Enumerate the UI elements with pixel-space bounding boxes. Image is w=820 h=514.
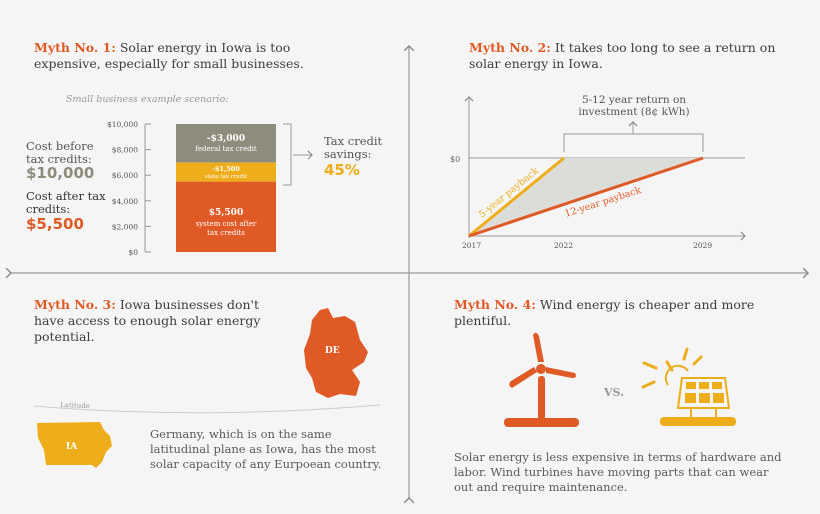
segment-sublabel: state tax credit bbox=[205, 174, 248, 180]
x-tick-2022: 2022 bbox=[554, 241, 573, 250]
myth3-heading: Myth No. 3: Iowa businesses don't have a… bbox=[34, 297, 284, 345]
cost-before-label: Cost before tax credits: bbox=[26, 139, 94, 166]
segment-sublabel: federal tax credit bbox=[195, 145, 257, 153]
cost-after-label: Cost after tax credits: bbox=[26, 189, 106, 216]
wind-turbine-icon bbox=[504, 332, 579, 427]
germany-map bbox=[304, 308, 368, 398]
myth4-text: Wind energy is cheaper and more plentifu… bbox=[454, 297, 755, 328]
segment-value: -$1,500 bbox=[212, 165, 240, 173]
myth2-heading: Myth No. 2: It takes too long to see a r… bbox=[469, 40, 789, 72]
payback-chart: $0 5-year payback 12-year payback 2017 2… bbox=[450, 96, 746, 250]
bar-segment bbox=[176, 181, 276, 252]
x-tick-2029: 2029 bbox=[693, 241, 712, 250]
myth1-text: Solar energy in Iowa is too expensive, e… bbox=[34, 40, 304, 71]
segment-value: $5,500 bbox=[209, 208, 243, 218]
iowa-label: IA bbox=[66, 442, 78, 452]
cost-after-value: $5,500 bbox=[26, 215, 84, 233]
roi-bracket bbox=[563, 133, 704, 152]
myth3-text: Iowa businesses don't have access to eno… bbox=[34, 297, 261, 344]
y-tick-0: $0 bbox=[450, 155, 460, 164]
y-tick-label: $2,000 bbox=[112, 222, 138, 231]
y-tick-label: $4,000 bbox=[112, 197, 138, 206]
savings-bracket bbox=[283, 123, 292, 186]
myth1-label: Myth No. 1: bbox=[34, 40, 116, 55]
myth2-label: Myth No. 2: bbox=[469, 40, 551, 55]
myth3-label: Myth No. 3: bbox=[34, 297, 116, 312]
savings-label: Tax credit savings: bbox=[324, 134, 383, 161]
myth4-body: Solar energy is less expensive in terms … bbox=[454, 450, 782, 494]
cost-bar-chart: $0 $2,000 $4,000 $6,000 $8,000 $10,000 $5,500… bbox=[107, 120, 313, 257]
solar-panel-icon bbox=[641, 347, 736, 426]
y-tick-label: $10,000 bbox=[107, 120, 138, 129]
myth2-text: It takes too long to see a return on sol… bbox=[469, 40, 776, 71]
y-tick-label: $6,000 bbox=[112, 171, 138, 180]
roi-annotation: 5-12 year return on investment (8¢ kWh) bbox=[578, 94, 690, 118]
germany-label: DE bbox=[325, 346, 340, 356]
scenario-title: Small business example scenario: bbox=[66, 94, 229, 105]
series-12-year bbox=[468, 156, 704, 238]
y-tick-label: $8,000 bbox=[112, 146, 138, 155]
myth4-heading: Myth No. 4: Wind energy is cheaper and m… bbox=[454, 297, 804, 329]
y-tick-label: $0 bbox=[128, 248, 138, 257]
myth3-body: Germany, which is on the same latitudina… bbox=[150, 427, 382, 471]
bar-segment bbox=[176, 162, 276, 182]
series-5-year bbox=[468, 156, 565, 238]
myth4-label: Myth No. 4: bbox=[454, 297, 536, 312]
latitude-label: Latitude bbox=[60, 401, 90, 410]
savings-value: 45% bbox=[324, 161, 360, 179]
cost-before-value: $10,000 bbox=[26, 164, 95, 182]
segment-sublabel: system cost after tax credits bbox=[196, 220, 257, 237]
iowa-map bbox=[37, 422, 112, 468]
myth1-heading: Myth No. 1: Solar energy in Iowa is too … bbox=[34, 40, 344, 72]
vs-label: VS. bbox=[603, 386, 624, 399]
segment-value: -$3,000 bbox=[207, 134, 245, 144]
latitude-line bbox=[33, 404, 381, 414]
bar-segment bbox=[176, 124, 276, 163]
x-tick-2017: 2017 bbox=[462, 241, 481, 250]
